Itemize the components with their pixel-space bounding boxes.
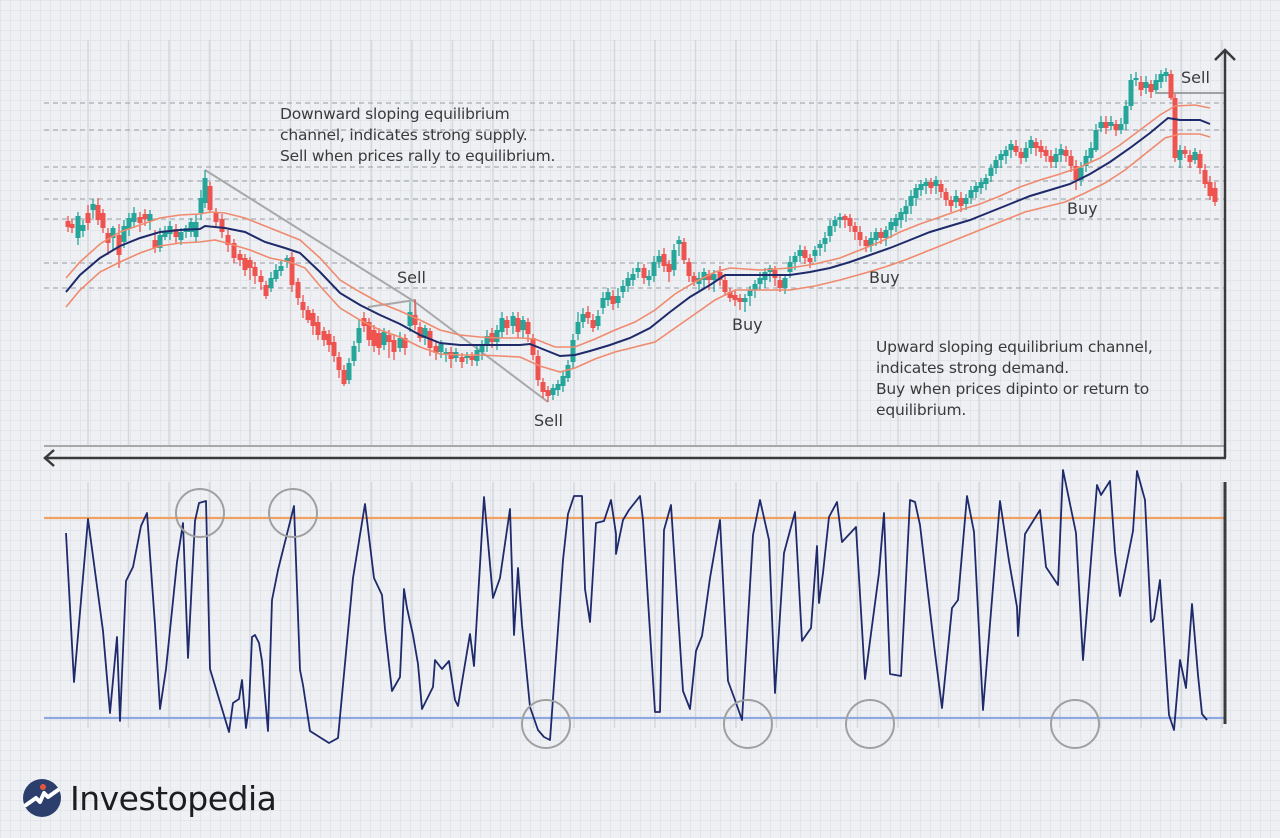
extreme-circle-oversold — [1050, 699, 1100, 749]
dashed-price-levels — [44, 102, 1224, 289]
equilibrium-channel — [65, 104, 1211, 373]
extreme-circles — [175, 488, 1100, 749]
annotation-line: Upward sloping equilibrium channel, — [876, 338, 1153, 356]
annotation-line: Sell when prices rally to equilibrium. — [280, 147, 556, 165]
equilibrium-center-line — [65, 116, 1211, 358]
annotation-upward-channel: Upward sloping equilibrium channel, indi… — [876, 337, 1153, 421]
sell-signal-label: Sell — [397, 268, 426, 287]
oscillator-panel — [44, 469, 1227, 749]
brand-name: Investopedia — [70, 778, 277, 818]
oscillator-line — [65, 469, 1208, 744]
extreme-circle-overbought — [175, 488, 225, 538]
annotation-downward-channel: Downward sloping equilibrium channel, in… — [280, 104, 555, 167]
investopedia-logo: Investopedia — [22, 778, 277, 818]
annotation-line: Downward sloping equilibrium — [280, 105, 510, 123]
annotation-line: equilibrium. — [876, 401, 967, 419]
sell-signal-label: Sell — [534, 411, 563, 430]
buy-signal-label: Buy — [732, 315, 763, 334]
left-arrow-icon — [43, 449, 55, 467]
annotation-line: channel, indicates strong supply. — [280, 126, 528, 144]
buy-signal-label: Buy — [869, 268, 900, 287]
up-arrow-icon — [1214, 48, 1236, 61]
lower-band-line — [65, 133, 1211, 373]
upper-band-line — [65, 104, 1211, 348]
buy-signal-label: Buy — [1067, 199, 1098, 218]
extreme-circle-oversold — [845, 699, 895, 749]
sell-signal-label: Sell — [1181, 68, 1210, 87]
y-axis — [1214, 48, 1236, 458]
investopedia-logo-icon — [23, 779, 61, 817]
extreme-circle-overbought — [268, 488, 318, 538]
x-axis — [43, 445, 1226, 467]
extreme-circle-oversold — [521, 699, 571, 749]
extreme-circle-oversold — [723, 699, 773, 749]
annotation-line: indicates strong demand. — [876, 359, 1069, 377]
annotation-line: Buy when prices dipinto or return to — [876, 380, 1149, 398]
